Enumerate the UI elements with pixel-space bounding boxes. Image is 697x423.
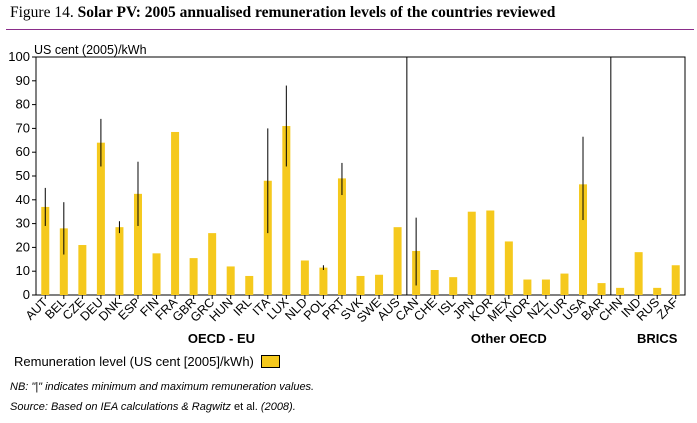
y-tick-label: 0 bbox=[23, 287, 30, 302]
source-etal: et al. bbox=[234, 401, 258, 413]
group-label: BRICS bbox=[637, 331, 678, 346]
y-tick-label: 90 bbox=[16, 73, 30, 88]
bar-lux bbox=[282, 126, 291, 296]
bar-zaf bbox=[671, 265, 680, 295]
legend: Remuneration level (US cent [2005]/kWh) bbox=[14, 354, 280, 369]
y-tick-label: 30 bbox=[16, 216, 30, 231]
bar-nzl bbox=[541, 279, 550, 295]
y-tick-label: 70 bbox=[16, 120, 30, 135]
y-tick-label: 20 bbox=[16, 239, 30, 254]
figure-title-text: Solar PV: 2005 annualised remuneration l… bbox=[77, 4, 556, 21]
y-tick-label: 80 bbox=[16, 97, 30, 112]
group-label: Other OECD bbox=[471, 331, 547, 346]
figure-title: Figure 14. Solar PV: 2005 annualised rem… bbox=[10, 4, 555, 22]
y-tick-label: 50 bbox=[16, 168, 30, 183]
bar-nld bbox=[300, 260, 309, 295]
bar-deu bbox=[96, 142, 105, 295]
source-prefix: Source: Based on IEA calculations & Ragw… bbox=[10, 401, 234, 413]
figure-label: Figure 14. bbox=[10, 4, 74, 21]
group-label: OECD - EU bbox=[188, 331, 255, 346]
bar-chart: US cent (2005)/kWh 0 10 20 30 40 50 60 70 80 90 10… bbox=[8, 43, 686, 346]
bar-chn bbox=[616, 287, 625, 295]
bar-hun bbox=[226, 266, 235, 295]
bar-irl bbox=[245, 275, 254, 295]
bar-rus bbox=[653, 287, 662, 295]
y-tick-label: 60 bbox=[16, 144, 30, 159]
bar-che bbox=[430, 270, 439, 295]
bar-esp bbox=[133, 193, 142, 295]
source-note: Source: Based on IEA calculations & Ragw… bbox=[10, 401, 296, 413]
bar-fra bbox=[171, 131, 180, 295]
bar-ind bbox=[634, 252, 643, 295]
bar-aut bbox=[41, 206, 50, 295]
bar-grc bbox=[208, 233, 217, 295]
x-tick-label: ZAF bbox=[654, 295, 681, 322]
bar-ita bbox=[263, 180, 272, 295]
bar-svk bbox=[356, 275, 365, 295]
bar-prt bbox=[337, 178, 346, 295]
plot-frame bbox=[35, 56, 686, 296]
bar-bel bbox=[59, 228, 68, 295]
bar-pol bbox=[319, 267, 328, 295]
bar-usa bbox=[579, 184, 588, 295]
bar-kor bbox=[486, 210, 495, 295]
source-suffix: (2008). bbox=[257, 401, 296, 413]
bar-bar bbox=[597, 283, 606, 295]
bar-swe bbox=[375, 274, 384, 295]
bar-mex bbox=[504, 241, 513, 295]
footnote: NB: "|" indicates minimum and maximum re… bbox=[10, 381, 315, 393]
bar-nor bbox=[523, 279, 532, 295]
bar-aus bbox=[393, 227, 402, 295]
y-tick-label: 40 bbox=[16, 192, 30, 207]
legend-swatch bbox=[260, 355, 280, 368]
bar-fin bbox=[152, 253, 161, 295]
bar-tur bbox=[560, 273, 569, 295]
legend-label: Remuneration level (US cent [2005]/kWh) bbox=[14, 354, 254, 369]
bar-cze bbox=[78, 245, 87, 295]
bar-gbr bbox=[189, 258, 198, 295]
y-tick-label: 100 bbox=[8, 49, 30, 64]
bar-dnk bbox=[115, 227, 124, 295]
title-divider bbox=[6, 29, 694, 30]
bar-isl bbox=[449, 277, 458, 295]
y-axis-label: US cent (2005)/kWh bbox=[34, 43, 147, 57]
bar-jpn bbox=[467, 211, 476, 295]
plot-area: 0102030405060708090100AUTBELCZEDEUDNKESP… bbox=[8, 49, 686, 346]
y-tick-label: 10 bbox=[16, 263, 30, 278]
